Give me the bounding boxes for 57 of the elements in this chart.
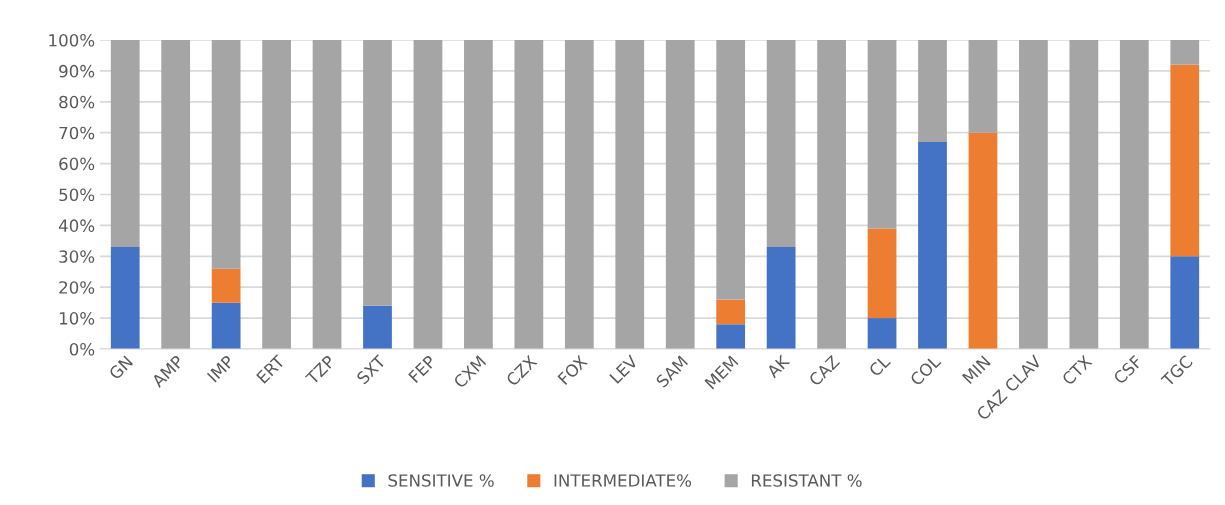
bar (766, 40, 796, 248)
bar (1119, 40, 1149, 349)
bar (211, 302, 241, 349)
bar (564, 40, 594, 349)
y-tick-label: 60% (59, 157, 95, 171)
bar (1170, 256, 1200, 349)
bar (918, 141, 947, 349)
bar (1069, 40, 1099, 349)
bar (716, 40, 746, 300)
bar (716, 299, 746, 325)
x-tick-label: GN (108, 355, 134, 381)
y-tick-label: 30% (59, 250, 95, 263)
bar (464, 40, 493, 349)
bar (211, 40, 241, 269)
bar (665, 40, 695, 349)
y-tick-label: 70% (59, 126, 95, 140)
y-tick-label: 10% (59, 312, 95, 325)
y-tick-label: 90% (59, 64, 95, 78)
bar (615, 40, 645, 349)
legend-label: RESISTANT % (751, 474, 862, 487)
x-tick-label: TZP (305, 354, 336, 386)
bar (363, 40, 392, 306)
bar (161, 40, 191, 349)
x-tick-label: IMP (206, 354, 235, 383)
bar (211, 268, 241, 303)
bar (110, 40, 140, 248)
y-tick-label: 80% (59, 95, 95, 109)
bar (817, 40, 846, 349)
bar (766, 247, 796, 349)
y-tick-label: 0% (69, 342, 95, 356)
x-tick-label: CSF (1112, 354, 1143, 385)
bar (514, 40, 544, 349)
bar (262, 40, 291, 349)
bar (312, 40, 342, 349)
legend-label: SENSITIVE % (388, 474, 494, 487)
bar (1019, 40, 1048, 349)
x-tick-label: COL (909, 354, 942, 387)
y-tick-label: 100% (49, 33, 95, 47)
x-tick-label: FEP (408, 354, 437, 383)
y-tick-label: 20% (59, 281, 95, 294)
y-tick-label: 50% (59, 188, 95, 202)
bar (1170, 40, 1200, 65)
y-tick-label: 40% (58, 219, 95, 232)
bar (867, 318, 897, 349)
bar (968, 132, 998, 349)
bar (413, 40, 443, 349)
legend-label: INTERMEDIATE% (554, 474, 692, 487)
bar (968, 40, 998, 133)
bar (716, 324, 746, 349)
bar (1170, 64, 1200, 257)
bar (363, 305, 392, 349)
bar (867, 228, 897, 319)
x-tick-label: AK (765, 353, 791, 379)
x-tick-label: CL (868, 354, 892, 378)
bar (867, 40, 897, 229)
bar (110, 247, 140, 349)
bar (918, 40, 947, 142)
